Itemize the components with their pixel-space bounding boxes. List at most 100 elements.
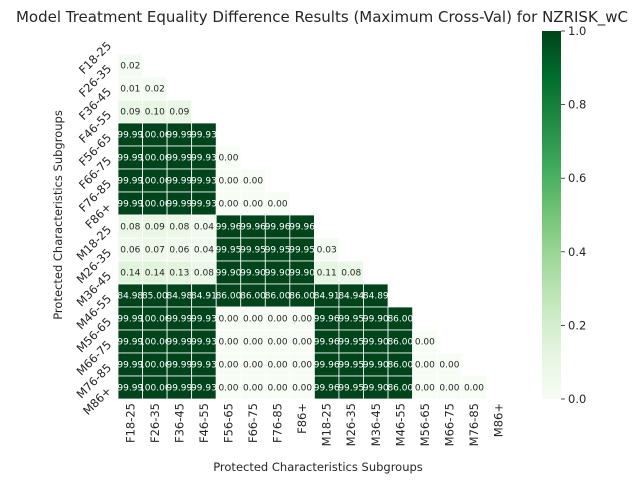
cell-value-label: 99.99 [166, 131, 192, 141]
cell-value-label: 99.90 [289, 269, 315, 279]
cell-value-label: 86.00 [387, 315, 413, 325]
cell-value-label: 0.08 [341, 269, 361, 279]
heatmap-cells: 0.020.01 0.020.09 0.10 0.0999.99100.0099.99… [117, 53, 487, 400]
cell-value-label: 0.00 [439, 384, 459, 394]
cell-value-label: 99.99 [117, 154, 143, 164]
cell-value-label: 0.08 [194, 269, 214, 279]
cell-value-label: 100.00 [139, 315, 171, 325]
cell-value-label: 99.99 [166, 384, 192, 394]
cell-value-label: 0.00 [218, 384, 238, 394]
cell-value-label: 99.99 [117, 384, 143, 394]
cell-value-label: 100.00 [139, 177, 171, 187]
y-axis-ticks: F18-25F26-35F36-45F46-55F56-65F66-75F76-… [74, 39, 115, 418]
cell-value-label: 99.90 [363, 315, 389, 325]
cell-value-label: 0.00 [218, 338, 238, 348]
cell-value-label: 99.96 [265, 223, 291, 233]
cell-value-label: 0.00 [268, 384, 288, 394]
cell-value-label: 86.00 [387, 384, 413, 394]
cell-value-label: 99.95 [338, 315, 364, 325]
cell-value-label: 0.13 [169, 269, 189, 279]
cell-value-label: 100.00 [139, 200, 171, 210]
cell-value-label: 0.04 [194, 246, 214, 256]
cell-value-label: 0.00 [218, 177, 238, 187]
cell-value-label: 99.99 [117, 361, 143, 371]
cell-value-label: 0.08 [169, 223, 189, 233]
cell-value-label: 0.00 [464, 384, 484, 394]
x-tick-label: F36-45 [172, 403, 186, 443]
cell-value-label: 99.96 [314, 361, 340, 371]
cell-value-label: 99.96 [289, 223, 315, 233]
cell-value-label: 99.95 [265, 246, 291, 256]
cell-value-label: 86.00 [265, 292, 291, 302]
cell-value-label: 0.00 [415, 338, 435, 348]
cell-value-label: 100.00 [139, 384, 171, 394]
cell-value-label: 99.95 [338, 338, 364, 348]
cell-value-label: 99.90 [240, 269, 266, 279]
colorbar-tick-label: 0.0 [568, 392, 586, 406]
cell-value-label: 0.08 [120, 223, 140, 233]
cell-value-label: 99.99 [166, 315, 192, 325]
cell-value-label: 0.01 [120, 85, 140, 95]
cell-value-label: 0.00 [268, 315, 288, 325]
cell-value-label: 0.00 [268, 338, 288, 348]
cell-value-label: 85.00 [142, 292, 168, 302]
x-tick-label: F18-25 [123, 403, 137, 443]
cell-value-label: 84.94 [338, 292, 364, 302]
cell-value-label: 99.93 [191, 338, 217, 348]
cell-value-label: 0.00 [268, 200, 288, 210]
cell-value-label: 84.89 [363, 292, 389, 302]
colorbar [542, 31, 561, 399]
cell-value-label: 99.90 [363, 361, 389, 371]
cell-value-label: 0.00 [218, 200, 238, 210]
x-tick-label: F26-35 [148, 403, 162, 443]
cell-value-label: 99.96 [314, 338, 340, 348]
cell-value-label: 0.00 [243, 177, 263, 187]
cell-value-label: 99.90 [265, 269, 291, 279]
x-tick-label: M76-85 [467, 403, 481, 446]
cell-value-label: 0.04 [194, 223, 214, 233]
colorbar-tick-label: 0.2 [568, 318, 586, 332]
cell-value-label: 99.99 [117, 338, 143, 348]
cell-value-label: 99.95 [216, 246, 242, 256]
x-tick-label: F86+ [295, 403, 309, 434]
cell-value-label: 99.95 [289, 246, 315, 256]
cell-value-label: 99.99 [166, 361, 192, 371]
cell-value-label: 0.00 [243, 315, 263, 325]
cell-value-label: 99.90 [363, 338, 389, 348]
cell-value-label: 100.00 [139, 338, 171, 348]
cell-value-label: 0.00 [439, 361, 459, 371]
cell-value-label: 99.96 [216, 223, 242, 233]
colorbar-tick-label: 0.4 [568, 245, 586, 259]
cell-value-label: 0.06 [169, 246, 189, 256]
cell-value-label: 0.00 [292, 361, 312, 371]
cell-value-label: 0.09 [145, 223, 165, 233]
cell-value-label: 99.93 [191, 384, 217, 394]
cell-value-label: 99.96 [314, 384, 340, 394]
cell-value-label: 100.00 [139, 361, 171, 371]
cell-value-label: 99.95 [338, 361, 364, 371]
colorbar-ticks: 0.0 0.2 0.4 0.6 0.8 1.0 [561, 24, 586, 406]
cell-value-label: 0.14 [145, 269, 165, 279]
cell-value-label: 0.00 [243, 361, 263, 371]
cell-value-label: 0.00 [243, 200, 263, 210]
cell-value-label: 0.09 [120, 108, 140, 118]
cell-value-label: 0.00 [292, 338, 312, 348]
cell-value-label: 99.99 [117, 177, 143, 187]
cell-value-label: 0.00 [243, 338, 263, 348]
cell-value-label: 86.00 [216, 292, 242, 302]
cell-value-label: 86.00 [240, 292, 266, 302]
cell-value-label: 0.14 [120, 269, 140, 279]
x-tick-label: M56-65 [418, 403, 432, 446]
cell-value-label: 0.00 [292, 384, 312, 394]
cell-value-label: 0.00 [218, 315, 238, 325]
cell-value-label: 99.99 [117, 200, 143, 210]
cell-value-label: 100.00 [139, 154, 171, 164]
chart-title: Model Treatment Equality Difference Resu… [16, 8, 628, 27]
cell-value-label: 99.99 [166, 200, 192, 210]
x-tick-label: M26-35 [344, 403, 358, 446]
cell-value-label: 99.95 [338, 384, 364, 394]
cell-value-label: 99.99 [166, 177, 192, 187]
cell-value-label: 0.11 [317, 269, 337, 279]
cell-value-label: 99.90 [363, 384, 389, 394]
